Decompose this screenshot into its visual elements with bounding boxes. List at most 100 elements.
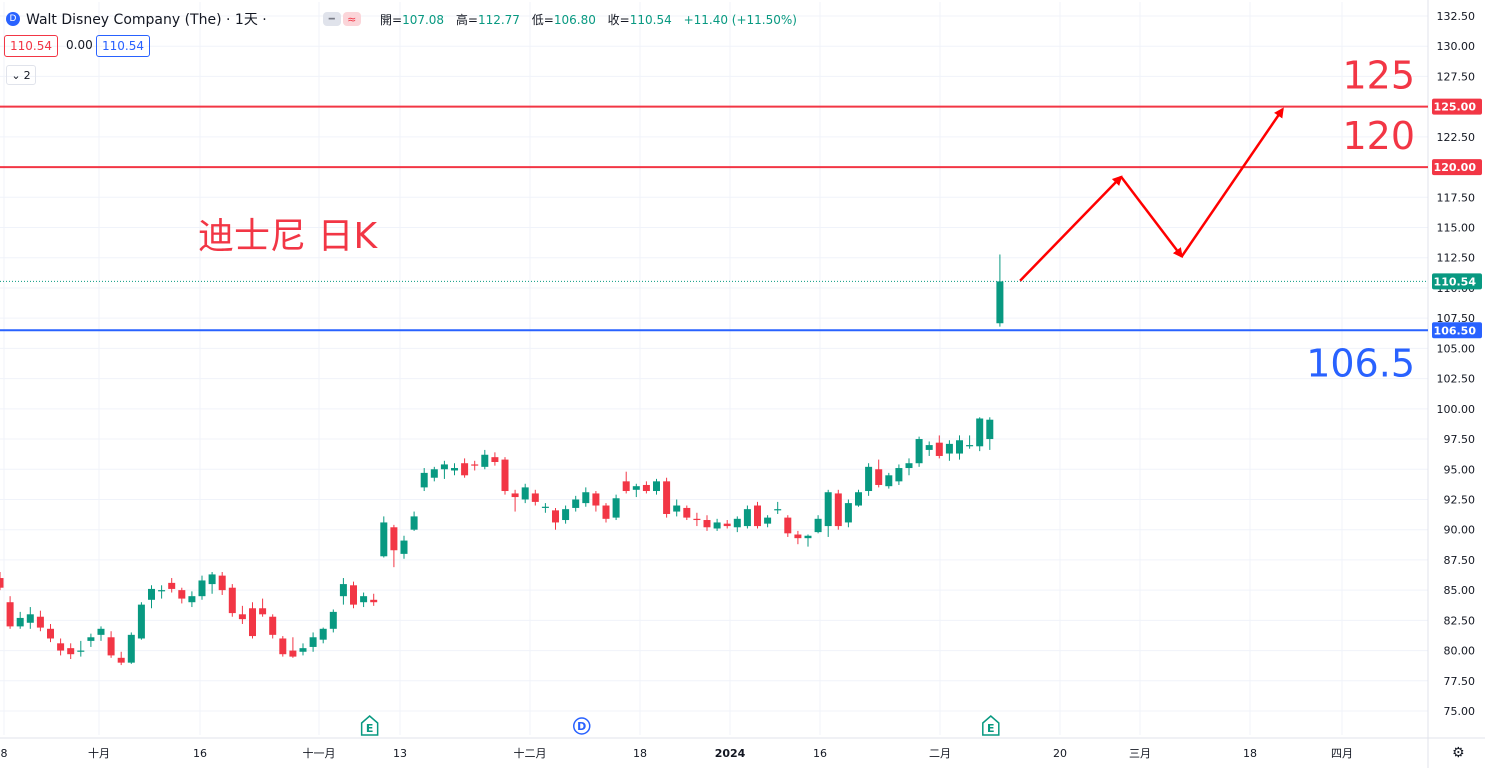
gear-icon[interactable]: ⚙ — [1452, 745, 1465, 761]
candle — [905, 458, 913, 476]
y-tick-label: 100.00 — [1437, 403, 1476, 416]
approx-icon[interactable]: ≈ — [342, 12, 361, 26]
candle — [572, 495, 580, 512]
event-marker-1[interactable]: D — [573, 717, 591, 735]
candle-body — [481, 454, 489, 467]
candle-body — [259, 608, 267, 615]
candle — [451, 463, 458, 476]
candle — [602, 503, 610, 523]
candle — [895, 464, 903, 485]
candle — [269, 614, 277, 639]
candle — [743, 505, 751, 529]
candle — [26, 607, 34, 629]
candle-body — [733, 518, 741, 528]
candle-body — [380, 522, 388, 557]
candle — [976, 417, 984, 452]
candle-body — [279, 638, 287, 655]
y-tick-label: 112.50 — [1437, 252, 1476, 265]
candle — [208, 572, 216, 594]
candle-body — [440, 464, 448, 470]
candle-body — [885, 475, 893, 487]
candle-body — [552, 510, 559, 523]
x-tick-label: 三月 — [1129, 747, 1151, 760]
level-label-0: 125 — [1342, 54, 1415, 98]
event-label-2: E — [987, 722, 995, 735]
x-tick-label: 二月 — [929, 747, 951, 760]
candle-body — [683, 507, 691, 518]
candle — [148, 585, 155, 609]
close-value: 110.54 — [629, 13, 672, 27]
candle-body — [653, 481, 660, 492]
event-marker-2[interactable]: E — [982, 715, 1000, 736]
candle — [238, 605, 246, 624]
price-axis: 75.00 77.50 80.00 82.50 85.00 87.50 90.00 92.50… — [1432, 10, 1482, 718]
candle — [491, 452, 499, 466]
candle-body — [622, 481, 630, 492]
candle — [935, 435, 943, 459]
candle — [683, 505, 691, 521]
candle-body — [673, 505, 681, 512]
y-tick-label: 115.00 — [1437, 222, 1476, 235]
candle-body — [966, 445, 974, 447]
candle — [733, 516, 741, 533]
candle — [582, 487, 590, 507]
candle — [47, 623, 54, 643]
candle — [6, 596, 14, 629]
candle — [400, 535, 408, 559]
candle — [713, 518, 721, 531]
indicator-toggle[interactable]: ⌄ 2 — [6, 65, 36, 85]
candle — [410, 511, 418, 531]
candle-body — [774, 509, 782, 511]
candle — [804, 534, 812, 547]
event-marker-0[interactable]: E — [360, 715, 379, 736]
y-tick-label: 75.00 — [1444, 705, 1476, 718]
level-label-1: 120 — [1342, 114, 1415, 158]
candle-body — [16, 617, 24, 627]
candle-body — [814, 518, 822, 533]
candle — [461, 458, 469, 478]
candle — [137, 602, 145, 640]
candle-body — [794, 534, 802, 539]
candle-body — [329, 611, 337, 629]
x-tick-label: 16 — [193, 747, 207, 760]
candle-body — [410, 516, 418, 530]
candle — [945, 440, 953, 461]
disney-logo-icon: D — [6, 12, 20, 26]
series-toggle[interactable]: ━ ≈ — [322, 12, 361, 26]
buy-price-button[interactable]: 110.54 — [96, 35, 150, 57]
candle — [178, 587, 186, 604]
candle-body — [390, 527, 398, 551]
candle — [531, 489, 539, 506]
candle-body — [249, 608, 256, 637]
forecast-arrow-1 — [1120, 176, 1183, 259]
candle — [541, 503, 549, 513]
candle — [57, 638, 65, 656]
high-value: 112.77 — [477, 13, 520, 27]
candle-body — [107, 637, 115, 656]
candle — [723, 520, 731, 529]
candle-body — [743, 509, 751, 527]
candle-body — [269, 616, 277, 635]
x-tick-label: 四月 — [1331, 747, 1353, 760]
symbol-title[interactable]: Walt Disney Company (The) · 1天 · — [26, 12, 267, 28]
candle — [299, 643, 307, 656]
sell-price-button[interactable]: 110.54 — [4, 35, 58, 57]
candle-body — [461, 463, 469, 476]
candle — [168, 578, 176, 593]
y-tick-label: 132.50 — [1437, 10, 1476, 23]
candle — [0, 572, 4, 591]
candle — [259, 598, 267, 617]
candle — [855, 489, 862, 507]
close-label: 收= — [607, 13, 630, 27]
candle-body — [572, 499, 580, 508]
candle-body — [501, 459, 509, 492]
candle-body — [663, 481, 671, 514]
y-tick-label: 127.50 — [1437, 70, 1476, 83]
candle — [925, 441, 933, 456]
candle-body — [491, 457, 499, 463]
y-tick-label: 82.50 — [1444, 614, 1476, 627]
minus-icon[interactable]: ━ — [322, 12, 341, 26]
forecast-arrow-0 — [1019, 175, 1123, 282]
candle — [97, 626, 105, 641]
